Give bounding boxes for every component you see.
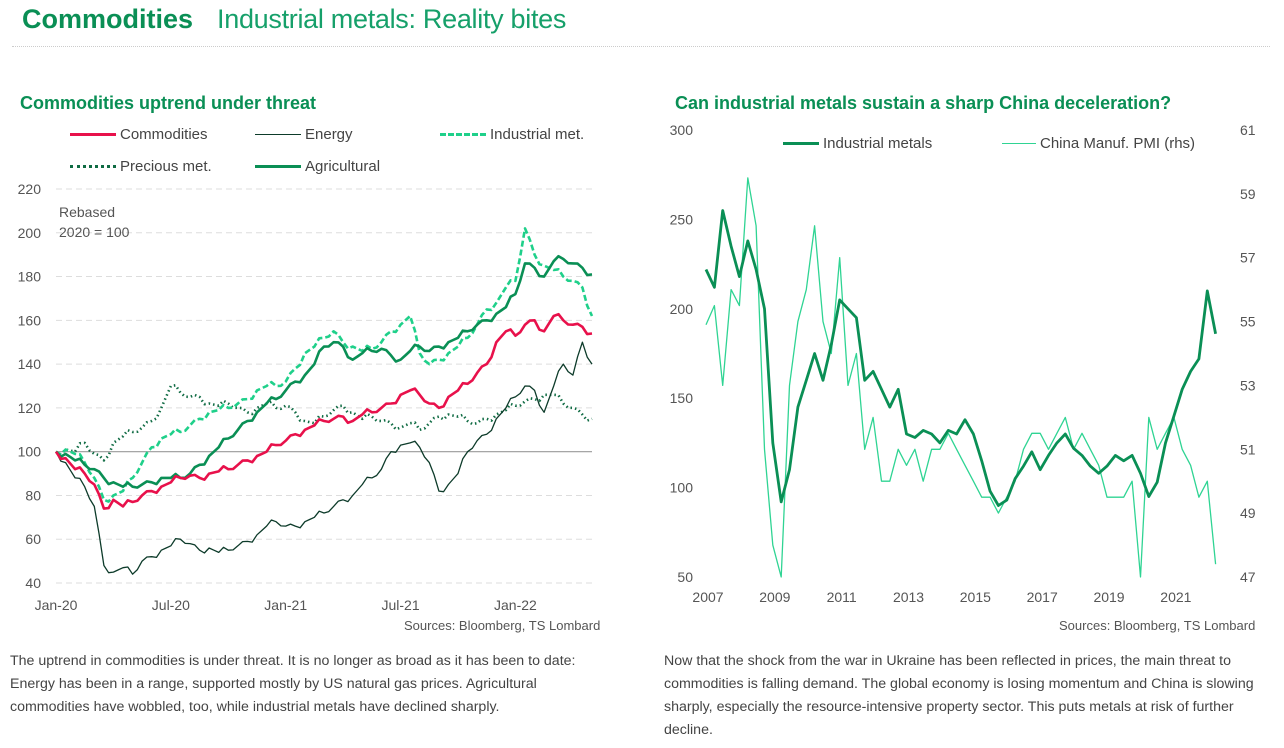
x-tick-label: 2009 — [759, 589, 790, 605]
y-tick-label: 50 — [677, 569, 693, 585]
series-line-energy — [55, 341, 593, 575]
x-tick-label: 2015 — [960, 589, 991, 605]
legend-precious-met: Precious met. — [70, 158, 212, 175]
y-tick-label: 160 — [18, 312, 42, 328]
series-line-agricultural — [55, 254, 593, 489]
legend-energy: Energy — [255, 126, 353, 143]
legend-swatch — [70, 165, 116, 168]
legend-label: Precious met. — [120, 158, 212, 175]
y-tick-label: 120 — [18, 400, 42, 416]
series-line-industrial-metals — [704, 209, 1217, 507]
y-tick-label: 220 — [18, 181, 42, 197]
y2-tick-label: 53 — [1240, 377, 1256, 393]
y-tick-label: 100 — [670, 480, 694, 496]
left-chart: 40 60 80 100 120 140 160 180 200 220 Jan-20 Jul-20… — [18, 181, 594, 613]
right-paragraph: Now that the shock from the war in Ukrai… — [664, 653, 1254, 738]
legend-label: Energy — [305, 126, 353, 143]
x-tick-label: Jul-21 — [382, 597, 420, 613]
y-tick-label: 150 — [670, 390, 694, 406]
y2-tick-label: 47 — [1240, 569, 1256, 585]
series-line-commodities — [54, 312, 593, 510]
x-tick-label: 2013 — [893, 589, 924, 605]
legend-label: Agricultural — [305, 158, 381, 175]
y2-tick-label: 49 — [1240, 505, 1256, 521]
legend-swatch — [255, 134, 301, 135]
legend-commodities: Commodities — [70, 126, 208, 143]
legend-industrial-metals: Industrial metals — [783, 135, 932, 152]
rebased-note-line2: 2020 = 100 — [59, 224, 130, 240]
left-y-ticks: 40 60 80 100 120 140 160 180 200 220 — [18, 181, 42, 591]
legend-china-pmi: China Manuf. PMI (rhs) — [1002, 135, 1195, 152]
y-tick-label: 140 — [18, 356, 42, 372]
x-tick-label: Jul-20 — [152, 597, 190, 613]
y-tick-label: 300 — [670, 122, 694, 138]
header-divider — [12, 46, 1270, 47]
y-tick-label: 80 — [25, 487, 41, 503]
x-tick-label: Jan-20 — [35, 597, 78, 613]
y2-tick-label: 59 — [1240, 186, 1256, 202]
y-tick-label: 200 — [670, 301, 694, 317]
page-title: Industrial metals: Reality bites — [217, 4, 567, 34]
left-gridlines — [56, 188, 592, 584]
legend-swatch — [1002, 143, 1036, 144]
legend-label: Industrial metals — [823, 135, 933, 152]
legend-swatch — [783, 142, 819, 145]
right-series — [704, 177, 1217, 578]
left-x-ticks: Jan-20 Jul-20 Jan-21 Jul-21 Jan-22 — [35, 597, 537, 613]
legend-label: Commodities — [120, 126, 208, 143]
y-tick-label: 60 — [25, 531, 41, 547]
x-tick-label: 2011 — [827, 589, 857, 605]
section-title: Commodities — [22, 4, 194, 34]
x-tick-label: 2007 — [692, 589, 723, 605]
series-line-china-pmi — [705, 177, 1217, 578]
legend-swatch — [70, 133, 116, 136]
y-tick-label: 200 — [18, 225, 42, 241]
right-y-ticks-right: 47 49 51 53 55 57 59 61 — [1240, 122, 1256, 585]
y2-tick-label: 61 — [1240, 122, 1256, 138]
y-tick-label: 250 — [670, 211, 694, 227]
rebased-note-line1: Rebased — [59, 204, 115, 220]
right-chart-title: Can industrial metals sustain a sharp Ch… — [675, 93, 1172, 113]
page-header: Commodities Industrial metals: Reality b… — [22, 4, 566, 44]
series-line-industrial-met — [55, 227, 594, 503]
y-tick-label: 40 — [25, 575, 41, 591]
x-tick-label: 2021 — [1160, 589, 1191, 605]
left-series — [54, 227, 594, 575]
y2-tick-label: 55 — [1240, 314, 1256, 330]
y-tick-label: 100 — [18, 444, 42, 460]
legend-swatch — [255, 165, 301, 168]
y2-tick-label: 51 — [1240, 441, 1256, 457]
x-tick-label: 2017 — [1027, 589, 1058, 605]
left-paragraph: The uptrend in commodities is under thre… — [10, 653, 576, 715]
right-x-ticks: 2007 2009 2011 2013 2015 2017 2019 2021 — [692, 589, 1191, 605]
legend-swatch — [440, 133, 486, 136]
right-source: Sources: Bloomberg, TS Lombard — [1059, 618, 1256, 633]
y2-tick-label: 57 — [1240, 250, 1256, 266]
left-source: Sources: Bloomberg, TS Lombard — [404, 618, 601, 633]
y-tick-label: 180 — [18, 269, 42, 285]
legend-label: Industrial met. — [490, 126, 585, 143]
right-y-ticks-left: 50 100 150 200 250 300 — [670, 122, 694, 585]
legend-label: China Manuf. PMI (rhs) — [1040, 135, 1196, 152]
x-tick-label: 2019 — [1093, 589, 1124, 605]
x-tick-label: Jan-21 — [264, 597, 307, 613]
x-tick-label: Jan-22 — [494, 597, 537, 613]
legend-industrial-met: Industrial met. — [440, 126, 584, 143]
left-chart-title: Commodities uptrend under threat — [20, 93, 317, 113]
legend-agricultural: Agricultural — [255, 158, 380, 175]
